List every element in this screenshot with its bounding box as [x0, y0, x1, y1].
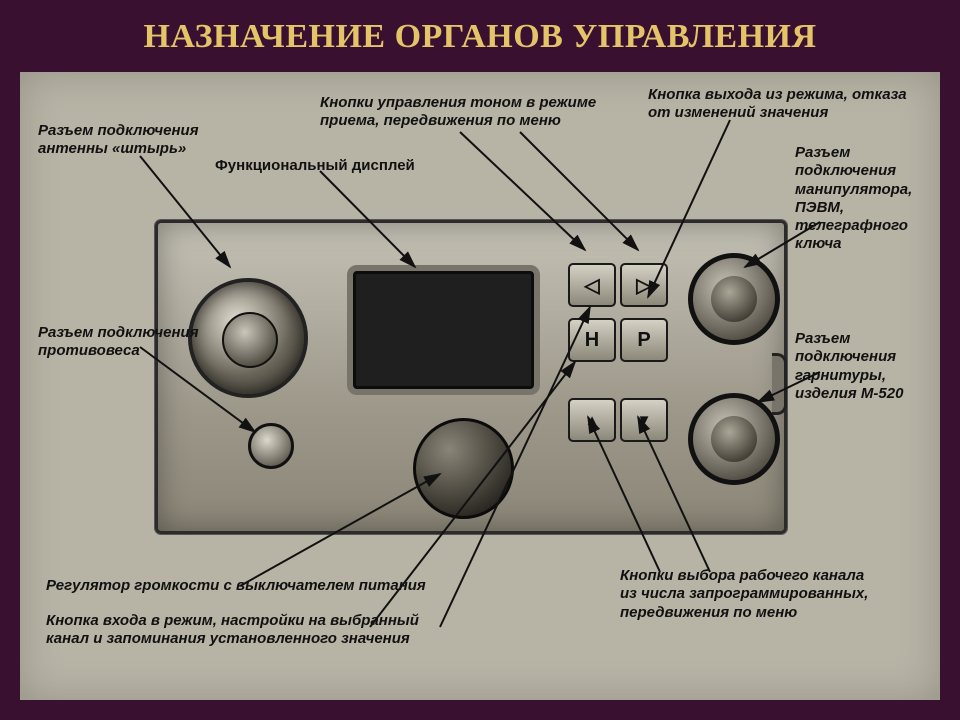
btn-left: ◁ — [568, 263, 616, 307]
label-antenna: Разъем подключения антенны «штырь» — [38, 122, 238, 159]
btn-right: ▷ — [620, 263, 668, 307]
diagram-area: ◁ ▷ Н Р ▲ ▼ Разъем подключения антенны «… — [20, 72, 940, 700]
device-panel: ◁ ▷ Н Р ▲ ▼ — [155, 220, 787, 534]
volume-knob — [413, 418, 514, 519]
label-channel: Кнопки выбора рабочего канала из числа з… — [620, 567, 930, 622]
page-title: НАЗНАЧЕНИЕ ОРГАНОВ УПРАВЛЕНИЯ — [50, 18, 910, 56]
label-headset: Разъем подключения гарнитуры, изделия М-… — [795, 330, 940, 403]
manipulator-connector — [688, 253, 780, 345]
headset-connector — [688, 393, 780, 485]
label-counter: Разъем подключения противовеса — [38, 324, 238, 361]
btn-up: ▲ — [568, 398, 616, 442]
label-tone: Кнопки управления тоном в режиме приема,… — [320, 94, 630, 131]
panel-clip — [772, 353, 787, 415]
display-screen — [353, 271, 534, 389]
label-display: Функциональный дисплей — [215, 157, 415, 175]
btn-down: ▼ — [620, 398, 668, 442]
counterpoise-port — [248, 423, 294, 469]
label-volume: Регулятор громкости с выключателем питан… — [46, 577, 446, 595]
btn-P: Р — [620, 318, 668, 362]
label-manip: Разъем подключения манипулятора, ПЭВМ, т… — [795, 144, 940, 254]
label-enter: Кнопка входа в режим, настройки на выбра… — [46, 612, 466, 649]
label-exit: Кнопка выхода из режима, отказа от измен… — [648, 86, 928, 123]
btn-H: Н — [568, 318, 616, 362]
